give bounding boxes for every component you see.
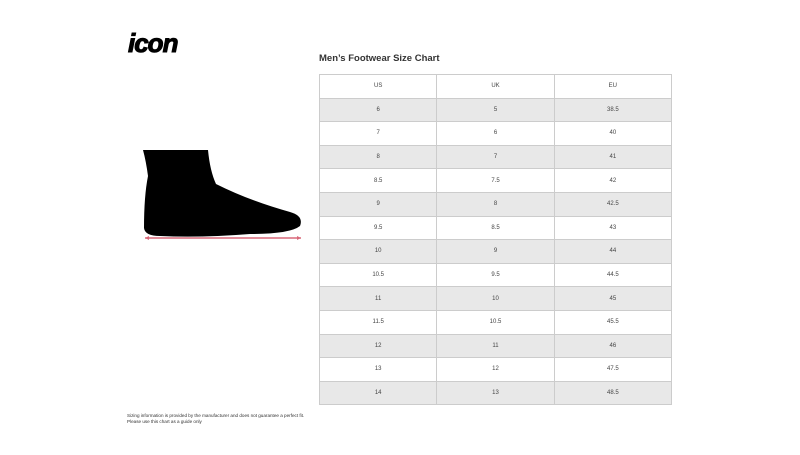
table-row: 9 8 42.5 <box>318 191 673 217</box>
cell-uk: 10.5 <box>436 309 555 335</box>
cell-eu: 43 <box>553 215 673 241</box>
cell-eu: 45 <box>553 286 673 311</box>
cell-us: 8.5 <box>318 168 438 193</box>
cell-uk: 8.5 <box>436 215 555 241</box>
page-title: Men’s Footwear Size Chart <box>319 53 440 64</box>
cell-us: 11 <box>318 286 438 311</box>
cell-uk: 8 <box>436 191 555 217</box>
cell-eu: 47.5 <box>553 357 673 382</box>
cell-uk: 12 <box>436 357 555 382</box>
cell-uk: UK <box>436 74 555 99</box>
icon-logo: icon <box>128 30 180 56</box>
cell-eu: 42.5 <box>553 191 673 217</box>
cell-us: 11.5 <box>318 309 438 335</box>
table-row: 6 5 38.5 <box>318 97 673 123</box>
disclaimer-note: Sizing information is provided by the ma… <box>127 413 304 425</box>
disclaimer-line-1: Sizing information is provided by the ma… <box>127 413 305 418</box>
cell-eu: 44.5 <box>553 262 673 288</box>
table-row: 10 9 44 <box>318 239 673 264</box>
cell-uk: 11 <box>436 333 555 359</box>
disclaimer-line-2: Please use this chart as a guide only <box>127 419 202 424</box>
cell-uk: 13 <box>436 380 555 406</box>
cell-us: 8 <box>318 144 438 170</box>
cell-us: 7 <box>318 121 438 146</box>
cell-us: 14 <box>318 380 438 406</box>
cell-us: 9.5 <box>318 215 438 241</box>
table-row: 8.5 7.5 42 <box>318 168 673 193</box>
cell-uk: 5 <box>436 97 555 123</box>
cell-uk: 9.5 <box>436 262 555 288</box>
cell-uk: 6 <box>436 121 555 146</box>
cell-eu: 38.5 <box>553 97 673 123</box>
cell-uk: 9 <box>436 239 555 264</box>
cell-eu: 46 <box>553 333 673 359</box>
table-row: 11.5 10.5 45.5 <box>318 309 673 335</box>
cell-eu: 44 <box>553 239 673 264</box>
cell-eu: 45.5 <box>553 309 673 335</box>
table-row: 12 11 46 <box>318 333 673 359</box>
table-row: 9.5 8.5 43 <box>318 215 673 241</box>
cell-us: 9 <box>318 191 438 217</box>
cell-us: 10.5 <box>318 262 438 288</box>
cell-uk: 10 <box>436 286 555 311</box>
foot-silhouette-icon <box>143 150 301 240</box>
size-chart-table: US UK EU 6 5 38.5 7 6 40 8 7 41 8.5 7.5 42 9 8 42.5 9.5 8.5… <box>318 74 673 406</box>
cell-us: US <box>318 74 438 99</box>
cell-uk: 7.5 <box>436 168 555 193</box>
table-row: 7 6 40 <box>318 121 673 146</box>
cell-us: 13 <box>318 357 438 382</box>
table-row: 13 12 47.5 <box>318 357 673 382</box>
cell-eu: 42 <box>553 168 673 193</box>
cell-eu: 48.5 <box>553 380 673 406</box>
table-row: 11 10 45 <box>318 286 673 311</box>
cell-eu: 41 <box>553 144 673 170</box>
table-row: 8 7 41 <box>318 144 673 170</box>
cell-eu: EU <box>553 74 673 99</box>
svg-text:icon: icon <box>128 30 178 56</box>
cell-us: 12 <box>318 333 438 359</box>
cell-uk: 7 <box>436 144 555 170</box>
cell-eu: 40 <box>553 121 673 146</box>
cell-us: 6 <box>318 97 438 123</box>
cell-us: 10 <box>318 239 438 264</box>
table-row: 10.5 9.5 44.5 <box>318 262 673 288</box>
table-row: 14 13 48.5 <box>318 380 673 406</box>
table-header-row: US UK EU <box>318 74 673 99</box>
